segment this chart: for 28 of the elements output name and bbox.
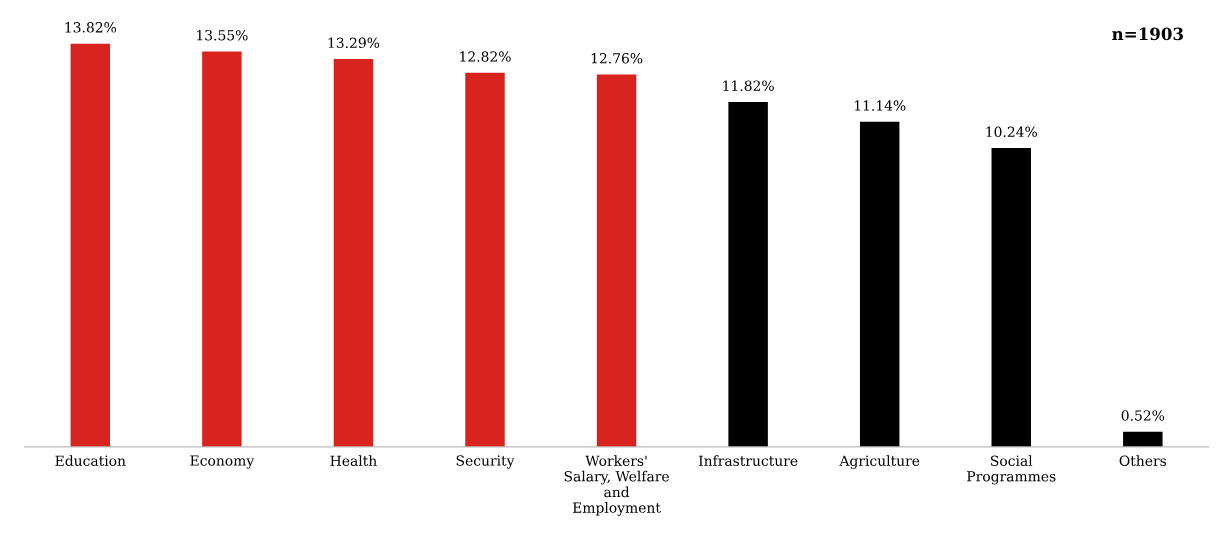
x-tick-label: Infrastructure	[698, 455, 798, 466]
bar	[1123, 431, 1163, 447]
data-label: 11.14%	[854, 100, 906, 111]
bar	[728, 101, 768, 447]
x-tick-label: Economy	[190, 455, 255, 469]
data-label: 0.52%	[1121, 410, 1165, 421]
x-tick-label: Workers' Salary, Welfare and Employment	[564, 455, 669, 516]
data-label: 13.82%	[65, 22, 117, 33]
bar	[991, 148, 1031, 447]
x-tick-label: Agriculture	[839, 455, 920, 469]
data-label: 13.55%	[197, 29, 248, 41]
data-label: 13.29%	[328, 37, 380, 49]
x-tick-label: Others	[1119, 455, 1167, 466]
bar	[859, 121, 900, 447]
data-label: 12.76%	[591, 53, 643, 64]
x-tick-label: Education	[55, 455, 126, 466]
bar	[70, 43, 111, 447]
data-label: 10.24%	[986, 126, 1037, 138]
data-label: 11.82%	[723, 80, 774, 91]
bar	[596, 74, 637, 447]
data-label: 12.82%	[460, 51, 511, 62]
x-tick-label: Social Programmes	[967, 455, 1056, 485]
bar	[202, 51, 242, 447]
bar	[465, 72, 505, 447]
x-tick-label: Health	[330, 455, 377, 466]
bar	[333, 59, 374, 447]
x-tick-label: Security	[456, 455, 515, 469]
text: n=1903	[1112, 27, 1183, 41]
